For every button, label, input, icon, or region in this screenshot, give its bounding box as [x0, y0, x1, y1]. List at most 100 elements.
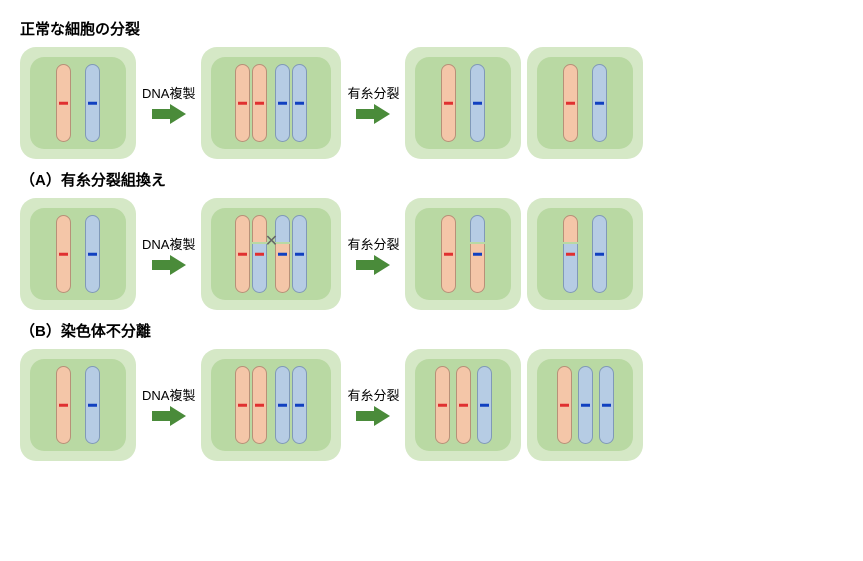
chromosome [56, 366, 71, 444]
cell [405, 47, 521, 159]
chromosome [563, 215, 578, 293]
chromosome-group [527, 198, 643, 310]
centromere [473, 102, 482, 105]
centromere [255, 404, 264, 407]
cell [201, 349, 341, 461]
centromere [238, 102, 247, 105]
centromere [278, 253, 287, 256]
diagram-row: DNA複製 有糸分裂 [20, 47, 843, 159]
step-label: 有糸分裂 [347, 234, 399, 253]
process-step: DNA複製 [142, 83, 195, 124]
cell [20, 198, 136, 310]
arrow-icon [152, 255, 186, 275]
chromosome-segment-top [563, 215, 578, 242]
sister-chromatid-pair [275, 366, 307, 444]
centromere [444, 102, 453, 105]
chromosome [470, 215, 485, 293]
chromosome-group [201, 349, 341, 461]
centromere [255, 102, 264, 105]
chromosome-group [405, 198, 521, 310]
chromosome [477, 366, 492, 444]
diagram-root: 正常な細胞の分裂DNA複製有糸分裂（A）有糸分裂組換えDNA複製✕有糸分裂（B）… [20, 18, 843, 461]
chromosome-group [405, 349, 521, 461]
centromere [88, 404, 97, 407]
arrow-icon [152, 406, 186, 426]
chromosome [578, 366, 593, 444]
cell [405, 198, 521, 310]
centromere [88, 102, 97, 105]
chromosome-group [405, 47, 521, 159]
cell [527, 198, 643, 310]
chromosome [599, 366, 614, 444]
chromosome [292, 366, 307, 444]
chromosome [56, 215, 71, 293]
chromosome [85, 366, 100, 444]
centromere [473, 253, 482, 256]
chromosome-group [527, 47, 643, 159]
chromosome-segment-bottom [563, 244, 578, 293]
chromosome-group [201, 47, 341, 159]
cell [201, 47, 341, 159]
centromere [295, 253, 304, 256]
chromosome-segment-top [470, 215, 485, 242]
process-step: 有糸分裂 [347, 83, 399, 124]
chromosome [275, 64, 290, 142]
chromosome [470, 64, 485, 142]
chromosome [252, 215, 267, 293]
step-label: DNA複製 [142, 385, 195, 404]
sister-chromatid-pair [235, 366, 267, 444]
arrow-icon [356, 406, 390, 426]
chromosome [85, 215, 100, 293]
chromosome [275, 366, 290, 444]
cell: ✕ [201, 198, 341, 310]
crossover-icon: ✕ [265, 231, 278, 251]
centromere [581, 404, 590, 407]
chromosome [456, 366, 471, 444]
centromere [595, 253, 604, 256]
centromere [602, 404, 611, 407]
chromosome [557, 366, 572, 444]
centromere [255, 253, 264, 256]
chromosome [292, 64, 307, 142]
chromosome-segment-bottom [470, 244, 485, 293]
chromosome [275, 215, 290, 293]
process-step: DNA複製 [142, 385, 195, 426]
step-label: DNA複製 [142, 83, 195, 102]
section-title: （B）染色体不分離 [20, 320, 843, 341]
sister-chromatid-pair [275, 215, 307, 293]
cell [405, 349, 521, 461]
chromosome [292, 215, 307, 293]
chromosome [441, 215, 456, 293]
chromosome-group [527, 349, 643, 461]
cell [527, 47, 643, 159]
centromere [88, 253, 97, 256]
centromere [238, 253, 247, 256]
chromosome [235, 215, 250, 293]
chromosome [252, 64, 267, 142]
sister-chromatid-pair [235, 215, 267, 293]
chromosome [235, 64, 250, 142]
arrow-icon [356, 255, 390, 275]
chromosome [56, 64, 71, 142]
sister-chromatid-pair [275, 64, 307, 142]
chromosome-group [20, 349, 136, 461]
section-title: （A）有糸分裂組換え [20, 169, 843, 190]
chromosome [435, 366, 450, 444]
section-title: 正常な細胞の分裂 [20, 18, 843, 39]
diagram-row: DNA複製 ✕ 有糸分裂 [20, 198, 843, 310]
chromosome [592, 64, 607, 142]
centromere [59, 102, 68, 105]
cell [20, 349, 136, 461]
chromosome-group [20, 47, 136, 159]
centromere [59, 253, 68, 256]
step-label: DNA複製 [142, 234, 195, 253]
cell [527, 349, 643, 461]
centromere [595, 102, 604, 105]
centromere [238, 404, 247, 407]
centromere [566, 253, 575, 256]
chromosome [85, 64, 100, 142]
process-step: 有糸分裂 [347, 234, 399, 275]
step-label: 有糸分裂 [347, 385, 399, 404]
process-step: DNA複製 [142, 234, 195, 275]
chromosome-group [20, 198, 136, 310]
